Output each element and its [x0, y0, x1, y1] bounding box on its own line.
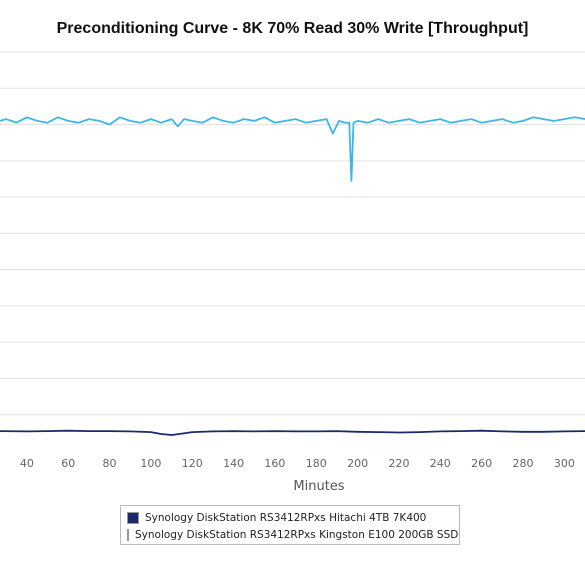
- x-tick-label: 100: [140, 457, 161, 470]
- x-tick-label: 40: [20, 457, 34, 470]
- x-tick-label: 160: [264, 457, 285, 470]
- x-tick-label: 80: [103, 457, 117, 470]
- legend-item-hitachi: Synology DiskStation RS3412RPxs Hitachi …: [127, 509, 453, 526]
- x-tick-label: 180: [306, 457, 327, 470]
- x-tick-label: 280: [512, 457, 533, 470]
- legend-label-kingston: Synology DiskStation RS3412RPxs Kingston…: [135, 528, 459, 541]
- legend-swatch-hitachi: [127, 511, 139, 524]
- legend-swatch-kingston: [127, 528, 129, 541]
- grid-lines: [0, 51, 585, 416]
- legend-item-kingston: Synology DiskStation RS3412RPxs Kingston…: [127, 526, 458, 543]
- series-lines: [0, 116, 585, 436]
- x-tick-label: 260: [471, 457, 492, 470]
- x-tick-label: 220: [388, 457, 409, 470]
- x-tick-label: 200: [347, 457, 368, 470]
- series-line-hitachi: [0, 429, 585, 436]
- x-tick-label: 60: [61, 457, 75, 470]
- legend: Synology DiskStation RS3412RPxs Hitachi …: [120, 505, 460, 545]
- x-tick-label: 300: [554, 457, 575, 470]
- chart-title: Preconditioning Curve - 8K 70% Read 30% …: [56, 20, 529, 37]
- series-line-kingston: [0, 116, 585, 182]
- x-tick-label: 120: [182, 457, 203, 470]
- x-tick-label: 240: [430, 457, 451, 470]
- legend-label-hitachi: Synology DiskStation RS3412RPxs Hitachi …: [145, 511, 427, 524]
- x-tick-label: 140: [223, 457, 244, 470]
- x-axis-title: Minutes: [293, 479, 344, 494]
- x-tick-labels: 40 60 80 100 120 140 160 180 200 220 240 260 280 300: [20, 457, 575, 470]
